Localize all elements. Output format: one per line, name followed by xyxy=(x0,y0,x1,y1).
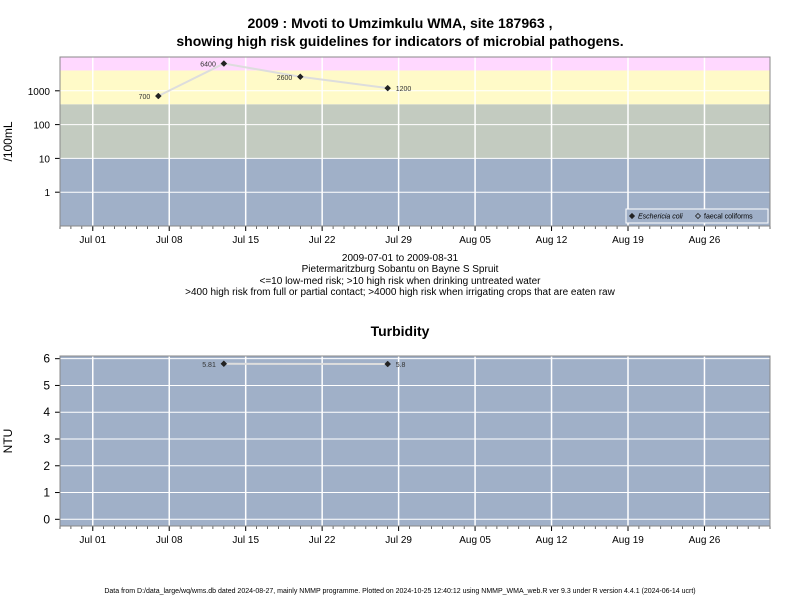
x-tick-label: Jul 29 xyxy=(385,535,412,546)
data-label: 700 xyxy=(139,94,151,101)
data-label: 5.81 xyxy=(202,362,216,369)
caption-site: Pietermaritzburg Sobantu on Bayne S Spru… xyxy=(301,264,499,275)
data-label: 6400 xyxy=(200,62,216,69)
legend-ecoli-marker xyxy=(628,212,636,220)
x-tick-label: Aug 26 xyxy=(689,235,721,246)
turbidity-chart: Jul 01 Jul 08 Jul 15 Jul 22 Jul 29 Aug 05 Aug … xyxy=(1,352,771,546)
x-tick-label: Aug 05 xyxy=(459,535,491,546)
x-tick-label: Aug 26 xyxy=(689,535,721,546)
x-tick-label: Aug 12 xyxy=(536,535,568,546)
legend-faecal-label: faecal coliforms xyxy=(704,214,753,221)
x-tick-label: Jul 08 xyxy=(156,235,183,246)
y-tick-label: 1 xyxy=(44,188,50,199)
data-point xyxy=(220,360,228,368)
x-tick-label: Jul 22 xyxy=(309,235,336,246)
x-tick-label: Jul 15 xyxy=(232,235,259,246)
caption-risk-contact: >400 high risk from full or partial cont… xyxy=(185,287,615,298)
turbidity-title: Turbidity xyxy=(371,323,430,339)
x-tick-label: Jul 08 xyxy=(156,535,183,546)
y-tick-label: 1 xyxy=(43,486,50,500)
y-tick-label: 0 xyxy=(43,512,50,526)
plot-frame xyxy=(59,56,771,227)
risk-band-3 xyxy=(60,57,770,71)
y-tick-label: 4 xyxy=(43,405,50,419)
x-tick-label: Jul 01 xyxy=(79,235,106,246)
y-tick-label: 10 xyxy=(39,154,51,165)
data-label: 1200 xyxy=(396,86,412,93)
data-point xyxy=(384,84,392,92)
caption-risk-drinking: <=10 low-med risk; >10 high risk when dr… xyxy=(259,276,541,287)
risk-band-2 xyxy=(60,70,770,105)
y-tick-label: 6 xyxy=(43,352,50,366)
legend-box xyxy=(625,208,769,224)
plot-frame xyxy=(59,355,771,527)
caption-date-range: 2009-07-01 to 2009-08-31 xyxy=(341,253,459,264)
data-point xyxy=(220,60,228,67)
data-label: 2600 xyxy=(277,75,293,82)
risk-band-1 xyxy=(60,104,770,159)
footer-note: Data from D:/data_large/wq/wms.db dated … xyxy=(104,588,696,595)
data-point xyxy=(384,360,392,368)
legend-faecal-marker xyxy=(694,212,702,220)
x-tick-label: Aug 05 xyxy=(459,235,491,246)
series-line xyxy=(157,62,388,97)
data-point xyxy=(154,92,162,100)
y-tick-label: 2 xyxy=(43,459,50,473)
y-tick-label: 1000 xyxy=(28,87,51,98)
y-tick-label: 5 xyxy=(43,378,50,392)
y-axis-label: /100mL xyxy=(1,121,15,161)
y-tick-label: 3 xyxy=(43,432,50,446)
chart-title: 2009 : Mvoti to Umzimkulu WMA, site 1879… xyxy=(247,15,553,31)
x-tick-label: Jul 22 xyxy=(309,535,336,546)
data-point xyxy=(296,73,304,81)
data-label: 5.8 xyxy=(396,362,406,369)
x-tick-label: Jul 01 xyxy=(79,535,106,546)
x-tick-label: Aug 19 xyxy=(612,535,644,546)
legend-ecoli-label: Eschericia coli xyxy=(638,214,683,221)
x-tick-label: Aug 19 xyxy=(612,235,644,246)
risk-band-0 xyxy=(60,356,770,526)
x-tick-label: Jul 15 xyxy=(232,535,259,546)
microbial-chart: Jul 01 Jul 08 Jul 15 Jul 22 Jul 29 Aug 05 Aug … xyxy=(1,56,771,246)
x-tick-label: Aug 12 xyxy=(536,235,568,246)
chart-subtitle: showing high risk guidelines for indicat… xyxy=(176,33,624,49)
y-tick-label: 100 xyxy=(33,121,50,132)
y-axis-label: NTU xyxy=(1,429,15,454)
x-tick-label: Jul 29 xyxy=(385,235,412,246)
